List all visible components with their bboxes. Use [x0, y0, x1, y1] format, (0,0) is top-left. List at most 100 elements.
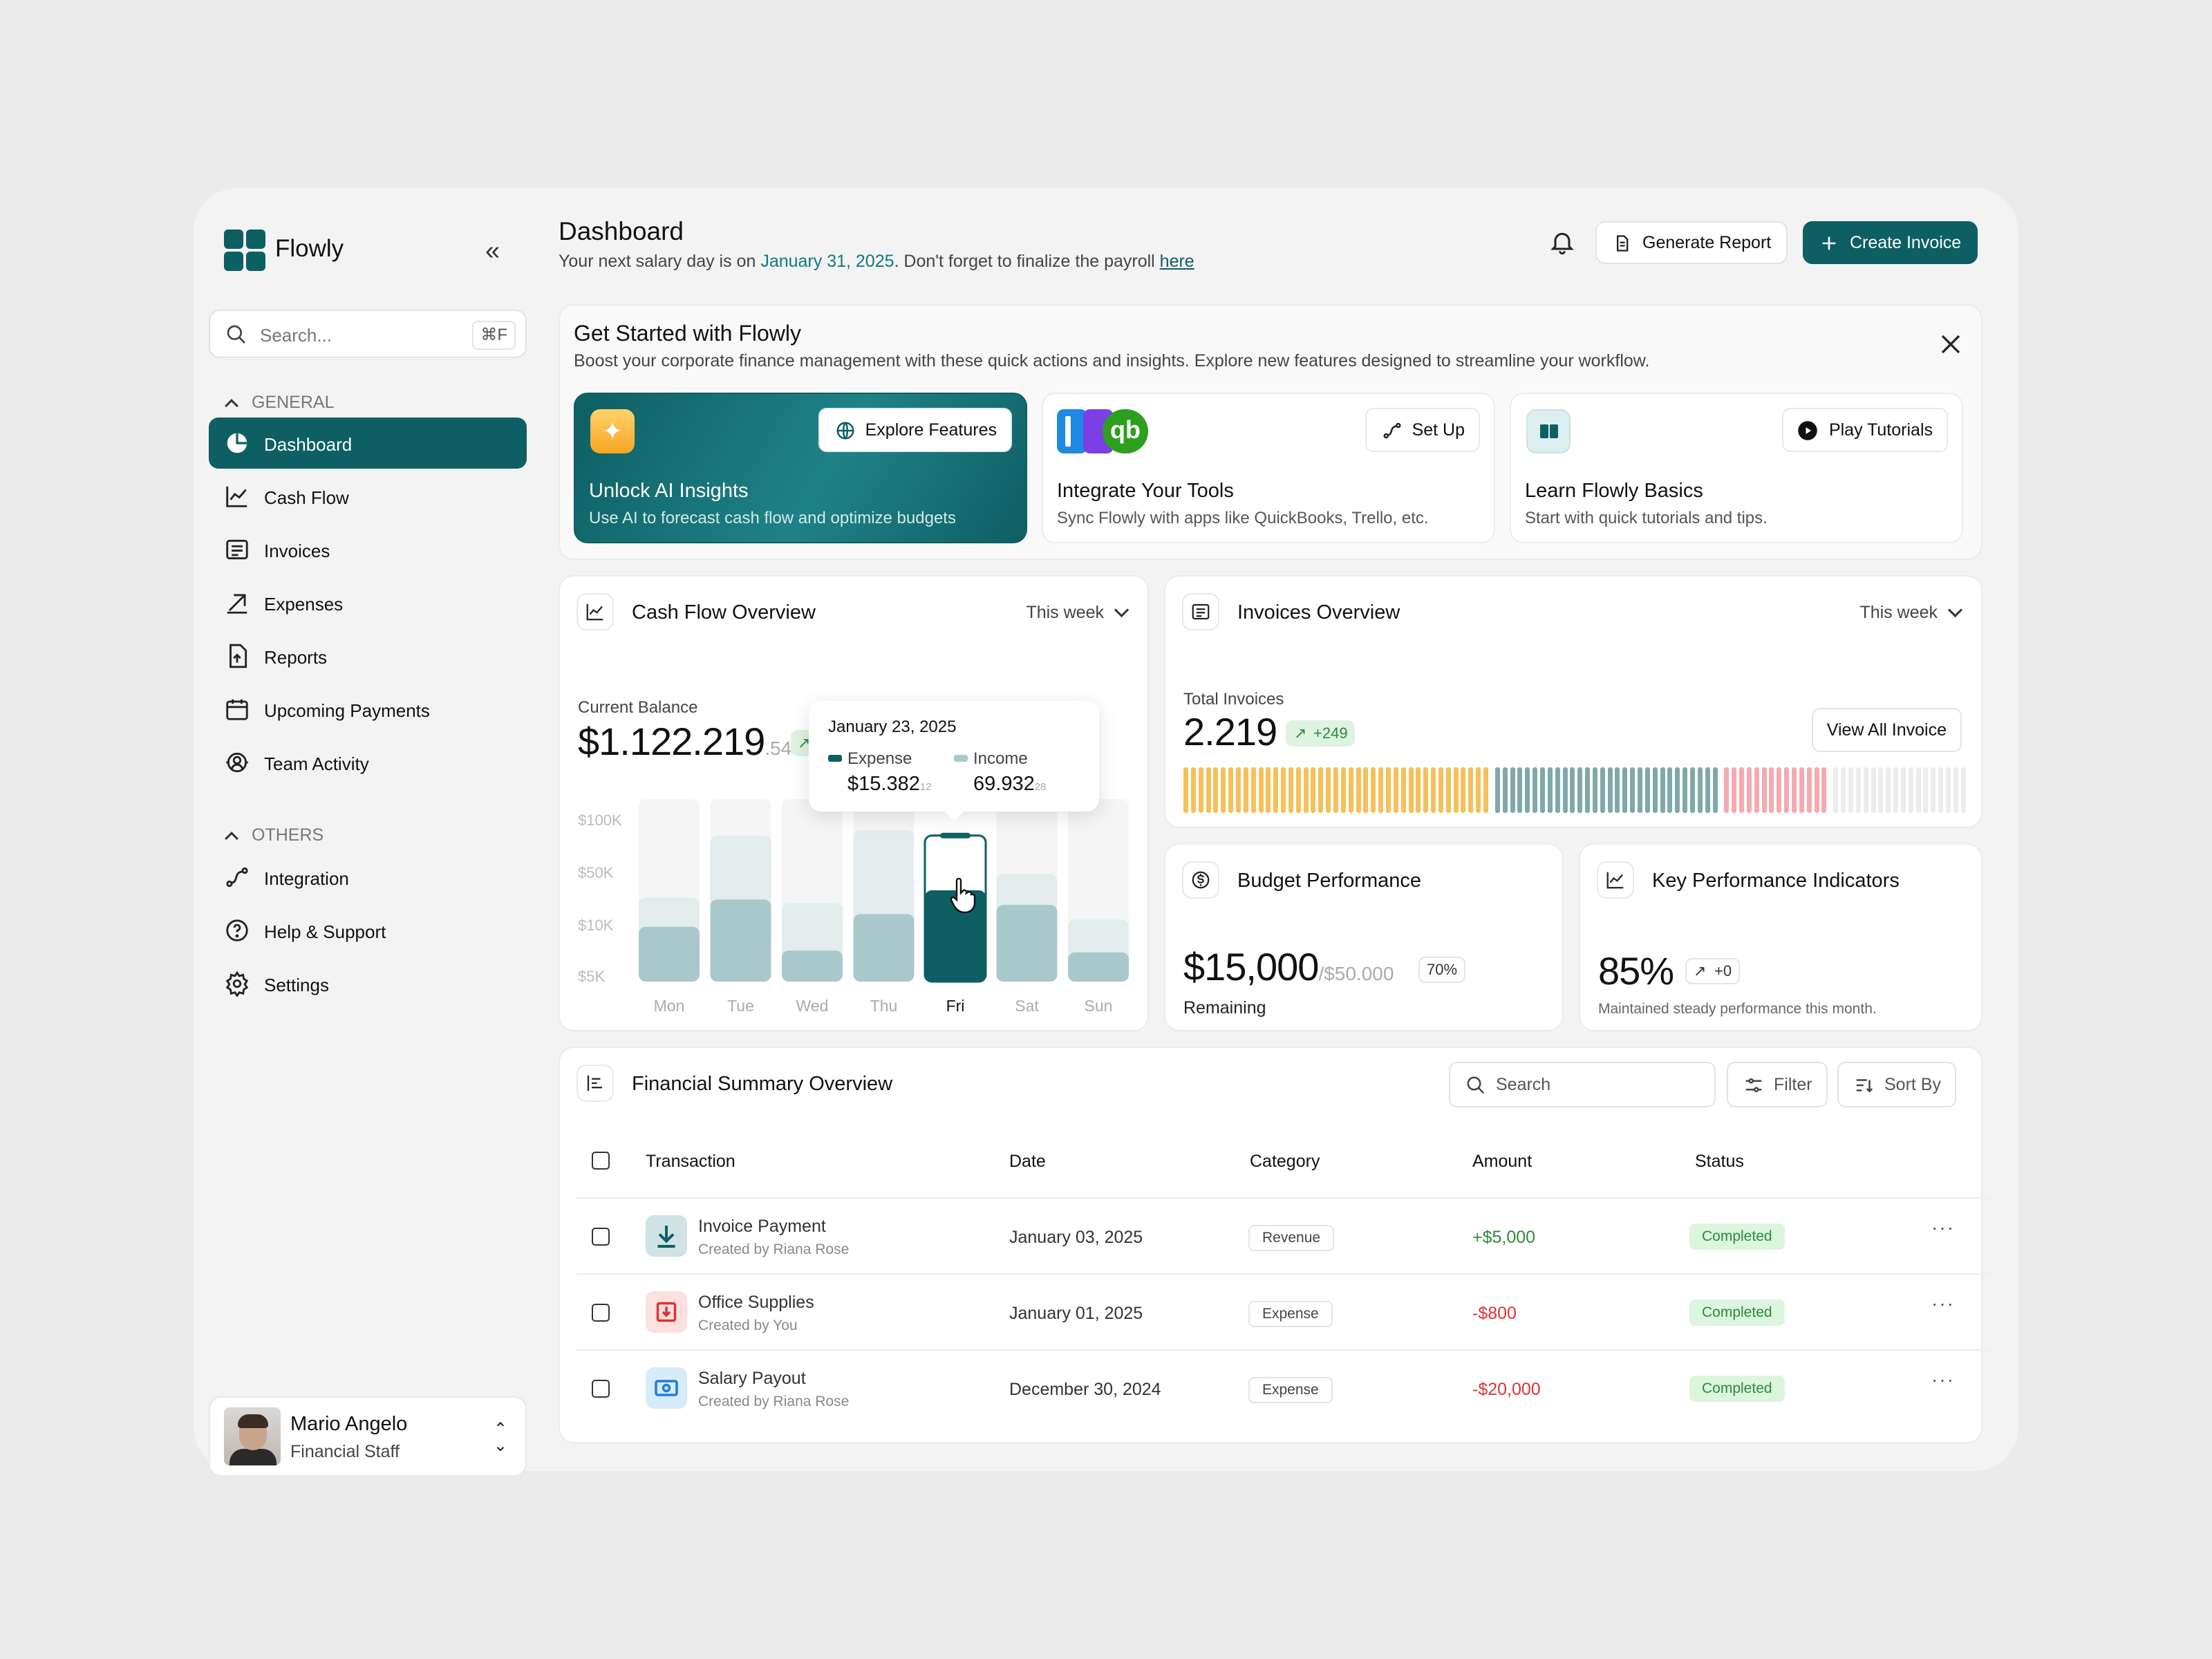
invoice-bar-tick	[1848, 767, 1853, 813]
tile-title: Unlock AI Insights	[589, 480, 749, 502]
filter-button[interactable]: Filter	[1727, 1062, 1828, 1107]
kpi-title: Key Performance Indicators	[1652, 870, 1900, 892]
expense-bar-sun[interactable]	[1068, 952, 1129, 982]
cash-flow-period-select[interactable]: This week	[1026, 603, 1127, 623]
view-all-invoice-button[interactable]: View All Invoice	[1811, 708, 1962, 752]
user-role: Financial Staff	[290, 1442, 400, 1461]
sort-by-label: Sort By	[1884, 1075, 1941, 1094]
invoice-bar-tick	[1288, 767, 1293, 813]
arrow-up-right-icon	[227, 594, 247, 614]
invoice-bar-tick	[1416, 767, 1421, 813]
table-row[interactable]: Salary Payout Created by Riana Rose Dece…	[577, 1349, 1994, 1425]
category-tag: Expense	[1248, 1377, 1333, 1403]
column-category[interactable]: Category	[1250, 1152, 1320, 1171]
invoice-bar-tick	[1318, 767, 1324, 813]
expense-bar-mon[interactable]	[639, 926, 700, 982]
cash-icon	[646, 1367, 687, 1409]
row-checkbox[interactable]	[592, 1228, 610, 1246]
sort-by-button[interactable]: Sort By	[1837, 1062, 1956, 1107]
trend-chart-icon	[226, 486, 247, 507]
bell-icon[interactable]	[1548, 227, 1576, 257]
integrations-logo-icon: qb	[1057, 409, 1148, 453]
invoice-bar-tick	[1525, 767, 1530, 813]
kpi-value: 85%	[1598, 949, 1674, 993]
invoice-bar-tick	[1423, 767, 1429, 813]
set-up-button[interactable]: Set Up	[1365, 408, 1480, 452]
transaction-date: January 01, 2025	[1009, 1304, 1143, 1323]
sidebar-item-dashboard[interactable]: Dashboard	[209, 418, 527, 469]
table-row[interactable]: Office Supplies Created by You January 0…	[577, 1273, 1994, 1349]
column-transaction[interactable]: Transaction	[646, 1152, 735, 1171]
create-invoice-button[interactable]: Create Invoice	[1803, 221, 1978, 264]
column-amount[interactable]: Amount	[1472, 1152, 1533, 1171]
sidebar-search[interactable]: Search... ⌘F	[209, 310, 527, 358]
expense-bar-fri[interactable]	[925, 890, 986, 982]
sidebar-item-reports[interactable]: Reports	[209, 630, 527, 682]
payroll-link[interactable]: here	[1159, 252, 1194, 271]
section-others[interactable]: OTHERS	[225, 825, 324, 845]
invoices-title: Invoices Overview	[1237, 601, 1400, 624]
collapse-sidebar-icon[interactable]: «	[485, 236, 500, 265]
y-tick-label: $50K	[578, 864, 614, 881]
invoice-bar-tick	[1931, 767, 1936, 813]
section-general[interactable]: GENERAL	[225, 393, 334, 413]
sidebar-item-upcoming-payments[interactable]: Upcoming Payments	[209, 684, 527, 735]
tile-learn-basics[interactable]: Play Tutorials Learn Flowly Basics Start…	[1510, 393, 1963, 543]
sidebar-item-label: Integration	[264, 868, 349, 889]
budget-remaining-amount: $15,000	[1183, 945, 1319, 988]
x-tick-label: Wed	[796, 997, 829, 1015]
tile-integrate-tools[interactable]: qb Set Up Integrate Your Tools Sync Flow…	[1042, 393, 1495, 543]
document-icon	[1617, 235, 1629, 252]
tile-desc: Sync Flowly with apps like QuickBooks, T…	[1057, 509, 1429, 527]
app-window: Flowly « Search... ⌘F GENERAL Dashboard …	[194, 188, 2018, 1477]
column-status[interactable]: Status	[1695, 1152, 1744, 1171]
cash-flow-chart	[639, 799, 1129, 983]
column-date[interactable]: Date	[1009, 1152, 1046, 1171]
row-checkbox[interactable]	[592, 1304, 610, 1322]
more-options-icon[interactable]: ···	[1931, 1217, 1955, 1238]
budget-amount: $15,000/$50.000	[1183, 944, 1394, 989]
sidebar-item-settings[interactable]: Settings	[209, 958, 527, 1009]
invoice-bar-tick	[1712, 767, 1718, 813]
more-options-icon[interactable]: ···	[1931, 1293, 1955, 1314]
invoice-bar-tick	[1400, 767, 1406, 813]
expense-bar-thu[interactable]	[853, 914, 915, 982]
generate-report-button[interactable]: Generate Report	[1595, 221, 1788, 264]
sidebar-item-integration[interactable]: Integration	[209, 852, 527, 903]
sidebar-item-team-activity[interactable]: Team Activity	[209, 737, 527, 788]
search-icon	[227, 325, 245, 344]
close-icon[interactable]	[1938, 332, 1963, 357]
select-all-checkbox[interactable]	[592, 1152, 610, 1170]
table-row[interactable]: Invoice Payment Created by Riana Rose Ja…	[577, 1197, 1994, 1273]
expense-bar-sat[interactable]	[996, 905, 1058, 982]
trend-chart-icon	[1597, 861, 1634, 899]
invoice-bar-tick	[1281, 767, 1286, 813]
sidebar-item-help-support[interactable]: Help & Support	[209, 905, 527, 956]
row-checkbox[interactable]	[592, 1380, 610, 1398]
user-profile[interactable]: Mario Angelo Financial Staff ⌃ ⌄	[209, 1396, 527, 1477]
x-tick-label: Thu	[870, 997, 898, 1015]
tile-ai-insights[interactable]: ✦ Explore Features Unlock AI Insights Us…	[574, 393, 1027, 543]
sidebar-item-expenses[interactable]: Expenses	[209, 577, 527, 628]
table-search-input[interactable]: Search	[1449, 1062, 1716, 1107]
chevron-up-down-icon[interactable]: ⌃ ⌄	[493, 1420, 507, 1455]
kpi-delta-badge: ↗ +0	[1685, 958, 1741, 984]
invoice-bar-tick	[1363, 767, 1369, 813]
tile-title: Integrate Your Tools	[1057, 480, 1234, 502]
more-options-icon[interactable]: ···	[1931, 1369, 1955, 1390]
sidebar-item-cash-flow[interactable]: Cash Flow	[209, 471, 527, 522]
team-icon	[226, 752, 248, 773]
invoice-bar-tick	[1689, 767, 1695, 813]
play-tutorials-button[interactable]: Play Tutorials	[1781, 408, 1948, 452]
expense-bar-tue[interactable]	[710, 899, 771, 982]
invoice-bar-tick	[1371, 767, 1376, 813]
invoice-bar-tick	[1453, 767, 1459, 813]
sidebar-item-invoices[interactable]: Invoices	[209, 524, 527, 575]
explore-features-button[interactable]: Explore Features	[818, 408, 1012, 452]
tooltip-income-value: 69.93228	[973, 773, 1046, 796]
invoices-period-select[interactable]: This week	[1859, 603, 1960, 623]
invoice-bar-tick	[1908, 767, 1913, 813]
expense-bar-wed[interactable]	[782, 950, 843, 982]
book-icon	[1526, 409, 1571, 453]
invoice-bar-tick	[1378, 767, 1384, 813]
